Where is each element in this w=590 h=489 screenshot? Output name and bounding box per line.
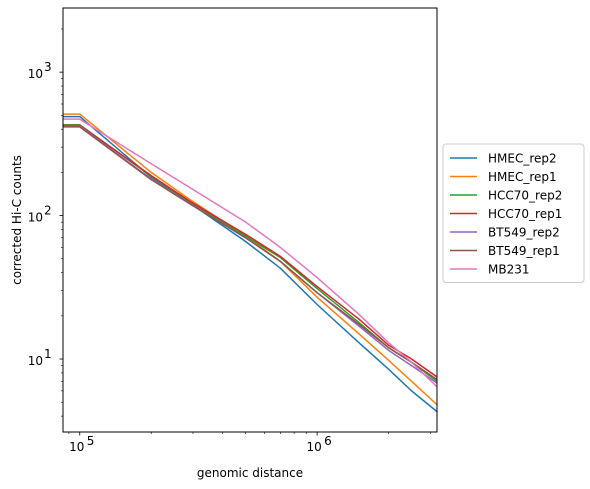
y-axis-label: corrected Hi-C counts	[10, 155, 24, 285]
y-tick-exponent: 2	[44, 204, 52, 218]
plot-frame	[62, 7, 438, 433]
x-tick-exponent: 5	[87, 434, 95, 448]
legend-entry-2: HCC70_rep2	[488, 189, 562, 203]
x-tick-exponent: 6	[324, 434, 332, 448]
series-line-0	[63, 115, 437, 413]
y-tick-exponent: 1	[44, 347, 52, 361]
series-line-6	[63, 118, 437, 388]
series-layer	[63, 113, 437, 413]
y-tick-label: 10	[28, 354, 43, 368]
y-tick-exponent: 3	[44, 60, 52, 74]
legend: HMEC_rep2 HMEC_rep1 HCC70_rep2 HCC70_rep1 BT…	[442, 143, 585, 283]
y-tick-label: 10	[28, 211, 43, 225]
x-tick-label: 10	[69, 440, 84, 454]
x-axis: 10 5 10 6	[68, 432, 431, 454]
y-tick-label: 10	[28, 67, 43, 81]
x-tick-label: 10	[306, 440, 321, 454]
legend-entry-4: BT549_rep2	[488, 226, 560, 240]
legend-entry-6: MB231	[488, 263, 530, 277]
series-line-5	[63, 126, 437, 381]
legend-box	[442, 143, 585, 283]
legend-entry-1: HMEC_rep1	[488, 170, 557, 184]
x-axis-label: genomic distance	[197, 466, 303, 480]
legend-entry-3: HCC70_rep1	[488, 207, 562, 221]
legend-entry-5: BT549_rep1	[488, 244, 560, 258]
legend-entry-0: HMEC_rep2	[488, 152, 557, 166]
